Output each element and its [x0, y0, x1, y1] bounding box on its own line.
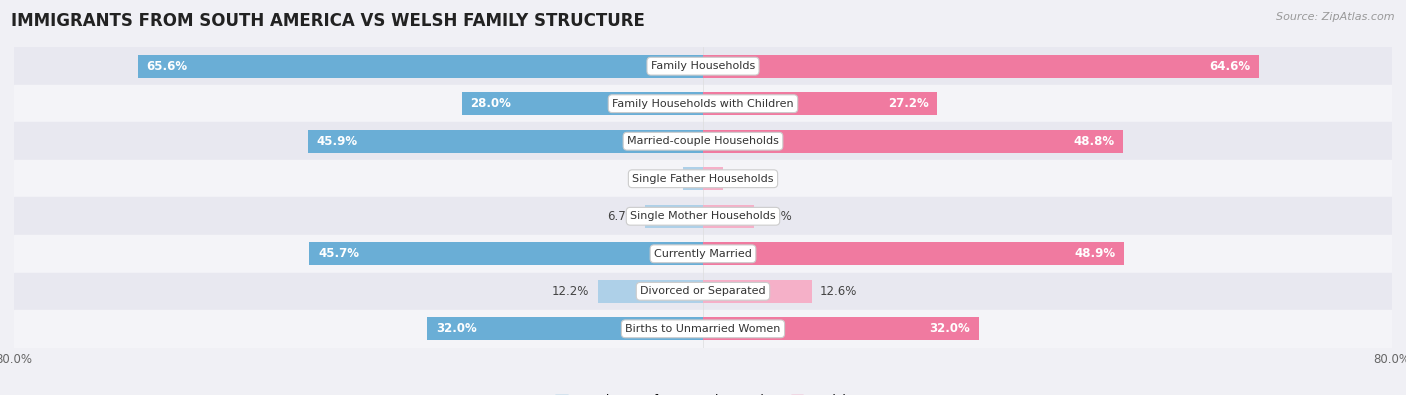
Bar: [14, 160, 1392, 198]
Text: 6.7%: 6.7%: [607, 210, 637, 223]
Text: 65.6%: 65.6%: [146, 60, 188, 73]
Text: 48.9%: 48.9%: [1074, 247, 1115, 260]
Text: 45.7%: 45.7%: [318, 247, 359, 260]
Bar: [14, 85, 1392, 122]
Bar: [683, 167, 703, 190]
Text: Single Father Households: Single Father Households: [633, 174, 773, 184]
Text: Single Mother Households: Single Mother Households: [630, 211, 776, 221]
Bar: [703, 205, 754, 228]
Text: 64.6%: 64.6%: [1209, 60, 1251, 73]
Bar: [14, 47, 1392, 85]
Bar: [14, 235, 1392, 273]
Legend: Immigrants from South America, Welsh: Immigrants from South America, Welsh: [555, 394, 851, 395]
Text: Family Households: Family Households: [651, 61, 755, 71]
Bar: [14, 310, 1392, 348]
Text: 5.9%: 5.9%: [762, 210, 792, 223]
Text: 12.2%: 12.2%: [553, 285, 589, 298]
Bar: [308, 130, 703, 153]
Text: 32.0%: 32.0%: [929, 322, 970, 335]
Bar: [14, 198, 1392, 235]
Text: 28.0%: 28.0%: [471, 97, 512, 110]
Text: Source: ZipAtlas.com: Source: ZipAtlas.com: [1277, 12, 1395, 22]
Bar: [14, 122, 1392, 160]
Text: IMMIGRANTS FROM SOUTH AMERICA VS WELSH FAMILY STRUCTURE: IMMIGRANTS FROM SOUTH AMERICA VS WELSH F…: [11, 12, 645, 30]
Bar: [703, 280, 811, 303]
Text: 2.3%: 2.3%: [645, 172, 675, 185]
Bar: [703, 92, 938, 115]
Bar: [461, 92, 703, 115]
Bar: [703, 55, 1260, 78]
Text: Divorced or Separated: Divorced or Separated: [640, 286, 766, 296]
Text: Married-couple Households: Married-couple Households: [627, 136, 779, 146]
Bar: [598, 280, 703, 303]
Text: Currently Married: Currently Married: [654, 249, 752, 259]
Text: 12.6%: 12.6%: [820, 285, 858, 298]
Bar: [703, 242, 1125, 265]
Text: 32.0%: 32.0%: [436, 322, 477, 335]
Bar: [645, 205, 703, 228]
Bar: [703, 317, 979, 340]
Text: Births to Unmarried Women: Births to Unmarried Women: [626, 324, 780, 334]
Bar: [703, 167, 723, 190]
Text: 27.2%: 27.2%: [887, 97, 928, 110]
Text: 2.3%: 2.3%: [731, 172, 761, 185]
Text: Family Households with Children: Family Households with Children: [612, 99, 794, 109]
Bar: [309, 242, 703, 265]
Text: 45.9%: 45.9%: [316, 135, 357, 148]
Text: 48.8%: 48.8%: [1074, 135, 1115, 148]
Bar: [703, 130, 1123, 153]
Bar: [14, 273, 1392, 310]
Bar: [138, 55, 703, 78]
Bar: [427, 317, 703, 340]
